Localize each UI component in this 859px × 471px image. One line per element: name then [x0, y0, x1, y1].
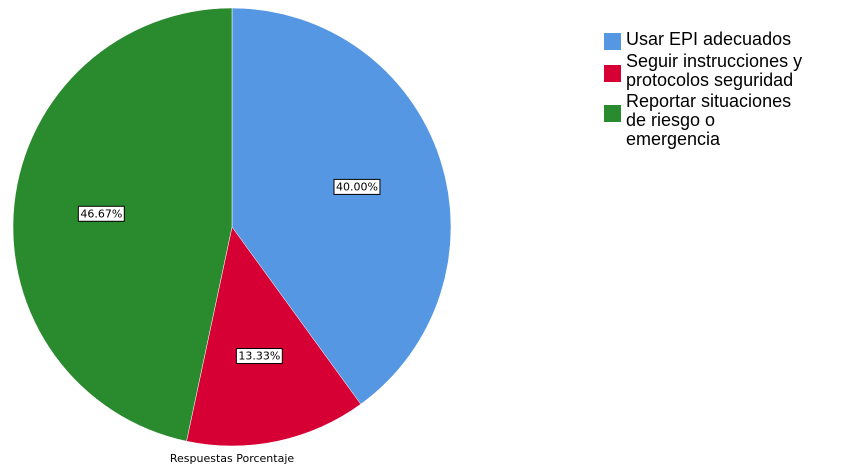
legend-label-seguir-instrucciones: Seguir instrucciones y protocolos seguri… — [626, 51, 803, 90]
data-label-reportar-situaciones: 46.67% — [77, 205, 125, 222]
legend-swatch-reportar-situaciones — [604, 105, 621, 122]
legend-item-usar-epi: Usar EPI adecuados — [604, 30, 854, 50]
legend-item-reportar-situaciones: Reportar situaciones de riesgo o emergen… — [604, 92, 854, 149]
data-label-seguir-instrucciones: 13.33% — [235, 348, 283, 365]
data-label-usar-epi: 40.00% — [333, 178, 381, 195]
legend-item-seguir-instrucciones: Seguir instrucciones y protocolos seguri… — [604, 52, 854, 90]
legend-swatch-seguir-instrucciones — [604, 65, 621, 82]
legend-label-usar-epi: Usar EPI adecuados — [626, 29, 792, 49]
svg-text:40.00%: 40.00% — [336, 180, 378, 193]
pie-slice-reportar-situaciones — [12, 7, 233, 442]
legend-swatch-usar-epi — [604, 33, 621, 50]
chart-legend: Usar EPI adecuados Seguir instrucciones … — [604, 30, 854, 151]
pie-slice-usar-epi — [231, 7, 452, 405]
svg-text:46.67%: 46.67% — [80, 207, 122, 220]
legend-label-reportar-situaciones: Reportar situaciones de riesgo o emergen… — [626, 91, 792, 149]
chart-x-label: Respuestas Porcentaje — [169, 452, 295, 465]
svg-text:13.33%: 13.33% — [238, 350, 280, 363]
pie-slice-seguir-instrucciones — [186, 226, 362, 447]
